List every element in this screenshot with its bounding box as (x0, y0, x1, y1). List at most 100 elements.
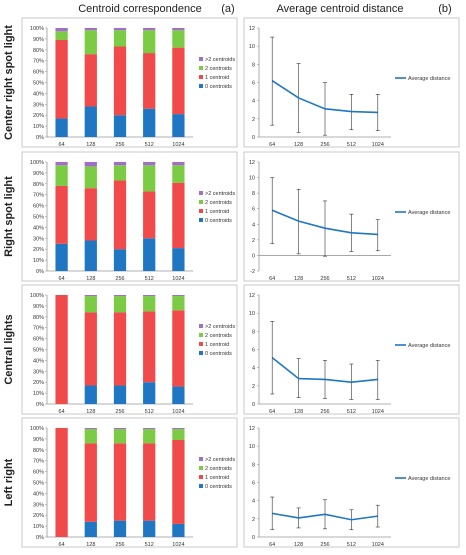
bar-segment (55, 428, 68, 537)
right-header-title: Average centroid distance (277, 3, 404, 15)
y-tick-label: 0% (36, 535, 44, 541)
legend-label: 2 centroids (205, 66, 232, 72)
x-tick-label: 64 (269, 542, 275, 548)
legend-swatch (199, 209, 203, 213)
x-tick-label: 1024 (172, 142, 184, 148)
bar-segment (143, 296, 156, 312)
legend-label: 1 centroid (205, 75, 229, 81)
bar-segment (172, 30, 185, 48)
y-tick-label: 50% (33, 481, 44, 487)
average-distance-line (271, 357, 378, 384)
bar-segment (172, 114, 185, 137)
bar-segment (172, 386, 185, 404)
left-header-tag: (a) (221, 3, 234, 15)
x-tick-label: 512 (347, 276, 356, 282)
y-tick-label: 70% (33, 193, 44, 199)
bar-segment (113, 443, 127, 521)
legend-label: 2 centroids (205, 466, 232, 472)
x-tick-label: 64 (59, 542, 65, 548)
legend-label: 1 centroid (205, 475, 229, 481)
y-tick-label: 30% (33, 369, 44, 375)
legend-label: Average distance (408, 343, 450, 349)
y-tick-label: 50% (33, 348, 44, 354)
x-tick-label: 64 (59, 409, 65, 415)
x-tick-label: 128 (294, 142, 303, 148)
x-tick-label: 512 (347, 542, 356, 548)
y-tick-label: 0% (36, 135, 44, 141)
y-tick-label: 0% (36, 269, 44, 275)
bar-segment (143, 520, 156, 537)
bar-segment (84, 240, 97, 271)
bar-segment (55, 39, 68, 119)
x-tick-label: 512 (347, 142, 356, 148)
average-distance-line (272, 512, 378, 521)
y-tick-label: 20% (33, 513, 44, 519)
y-tick-label: 30% (33, 236, 44, 242)
x-tick-label: 256 (115, 142, 124, 148)
legend-swatch (199, 191, 203, 195)
bar-segment (113, 115, 127, 137)
bar-segment (172, 296, 185, 311)
bar-segment (84, 296, 97, 313)
y-tick-label: 40% (33, 358, 44, 364)
bar-segment (84, 428, 97, 430)
bar-segment (84, 521, 97, 537)
legend-label: >2 centroids (205, 57, 235, 63)
x-tick-label: 1024 (372, 409, 384, 415)
bar-panel-frame (21, 417, 238, 548)
bar-segment (143, 382, 156, 404)
bar-segment (84, 385, 97, 404)
bar-segment (55, 31, 68, 40)
bar-segment (84, 106, 97, 137)
bar-segment (84, 295, 97, 297)
bar-segment (55, 28, 68, 32)
line-panel-frame (243, 151, 460, 282)
bar-segment (113, 30, 127, 47)
x-tick-label: 1024 (372, 542, 384, 548)
bar-segment (143, 295, 156, 297)
x-tick-label: 1024 (172, 542, 184, 548)
y-tick-label: 8 (252, 329, 255, 335)
y-tick-label: 10% (33, 391, 44, 397)
y-tick-label: 12 (249, 160, 255, 166)
row-label: Right spot light (3, 176, 15, 257)
legend-label: 0 centroids (205, 84, 232, 90)
y-tick-label: 60% (33, 204, 44, 210)
y-tick-label: 12 (249, 26, 255, 32)
bar-segment (172, 47, 185, 115)
x-tick-label: 128 (294, 542, 303, 548)
legend-swatch (199, 484, 203, 488)
y-tick-label: 4 (252, 99, 255, 105)
y-tick-label: 100% (30, 293, 44, 299)
bar-segment (172, 162, 185, 166)
y-tick-label: -2 (250, 269, 255, 275)
bar-segment (84, 54, 97, 107)
y-tick-label: 6 (252, 207, 255, 213)
y-tick-label: 100% (30, 26, 44, 32)
right-header-tag: (b) (438, 3, 451, 15)
x-tick-label: 1024 (172, 409, 184, 415)
y-tick-label: 6 (252, 81, 255, 87)
bar-segment (84, 162, 97, 167)
bar-segment (113, 162, 127, 166)
x-tick-label: 128 (86, 409, 95, 415)
legend-swatch (199, 475, 203, 479)
y-tick-label: 20% (33, 247, 44, 253)
legend-swatch (199, 75, 203, 79)
bar-segment (84, 166, 97, 189)
x-tick-label: 512 (145, 409, 154, 415)
bar-segment (113, 385, 127, 404)
y-tick-label: 10 (249, 44, 255, 50)
y-tick-label: 10% (33, 258, 44, 264)
y-tick-label: 10 (249, 176, 255, 182)
y-tick-label: 10% (33, 124, 44, 130)
legend-label: >2 centroids (205, 191, 235, 197)
x-tick-label: 256 (115, 542, 124, 548)
legend-swatch (199, 324, 203, 328)
legend-label: Average distance (408, 76, 450, 82)
y-tick-label: 100% (30, 160, 44, 166)
bar-segment (172, 523, 185, 537)
legend-label: 1 centroid (205, 342, 229, 348)
bar-segment (113, 428, 127, 430)
bar-segment (143, 311, 156, 383)
